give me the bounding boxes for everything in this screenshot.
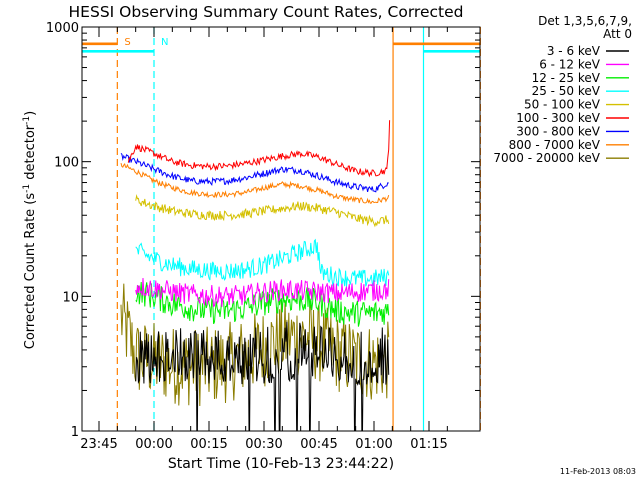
series-line [120,162,390,204]
series-line [120,283,390,407]
y-tick-label: 100 [54,156,79,171]
plot-frame [81,26,481,432]
legend-label: 100 - 300 keV [516,111,600,125]
y-tick-label: 10 [62,290,79,305]
flags-layer [82,42,480,53]
series-line [135,194,390,228]
x-tick-label: 00:45 [300,437,337,452]
y-axis-label-sup2: -1 [22,116,32,125]
y-axis-label-mid: detector [23,124,38,184]
series-line [120,153,389,193]
x-tick-label: 01:00 [355,437,392,452]
x-tick-label: 01:15 [410,437,447,452]
legend-label: 7000 - 20000 keV [493,151,600,165]
legend-label: 50 - 100 keV [524,98,601,112]
y-axis-label: Corrected Count Rate (s-1 detector-1) [22,111,38,349]
x-tick-label: 00:30 [245,437,282,452]
series-line [135,281,390,327]
markers-layer [116,27,481,431]
marker-label: N [161,37,168,48]
x-axis-label: Start Time (10-Feb-13 23:44:22) [168,456,394,472]
legend-label: 300 - 800 keV [516,124,600,138]
x-tick-label: 00:15 [190,437,227,452]
series-layer [120,120,391,431]
x-tick-label: 23:45 [80,437,117,452]
legend-header-det: Det 1,3,5,6,7,9, [538,14,632,28]
footer-date: 11-Feb-2013 08:03 [560,467,636,476]
legend-label: 800 - 7000 keV [509,138,601,152]
series-line [135,277,390,308]
plot-area: 1 10 100 1000 23:45 00:00 00:15 00:30 00:45 01:00… [46,21,481,452]
marker-label: S [124,37,130,48]
chart-title: HESSI Observing Summary Count Rates, Cor… [69,3,464,21]
y-tick-label: 1 [71,425,79,440]
y-axis-label-end: ) [23,111,38,116]
legend-label: 12 - 25 keV [532,71,601,85]
legend-label: 3 - 6 keV [547,44,601,58]
y-tick-label: 1000 [46,21,79,36]
x-tick-label: 00:00 [135,437,172,452]
ticks-layer: 1 10 100 1000 23:45 00:00 00:15 00:30 00:45 01:00… [46,21,480,452]
legend-label: 25 - 50 keV [532,84,601,98]
legend-header-att: Att 0 [603,27,632,41]
y-axis-label-main: Corrected Count Rate (s [23,193,38,350]
legend-label: 6 - 12 keV [539,57,601,71]
series-line [135,321,390,431]
y-axis-label-sup1: -1 [22,184,32,193]
series-line [127,120,391,178]
